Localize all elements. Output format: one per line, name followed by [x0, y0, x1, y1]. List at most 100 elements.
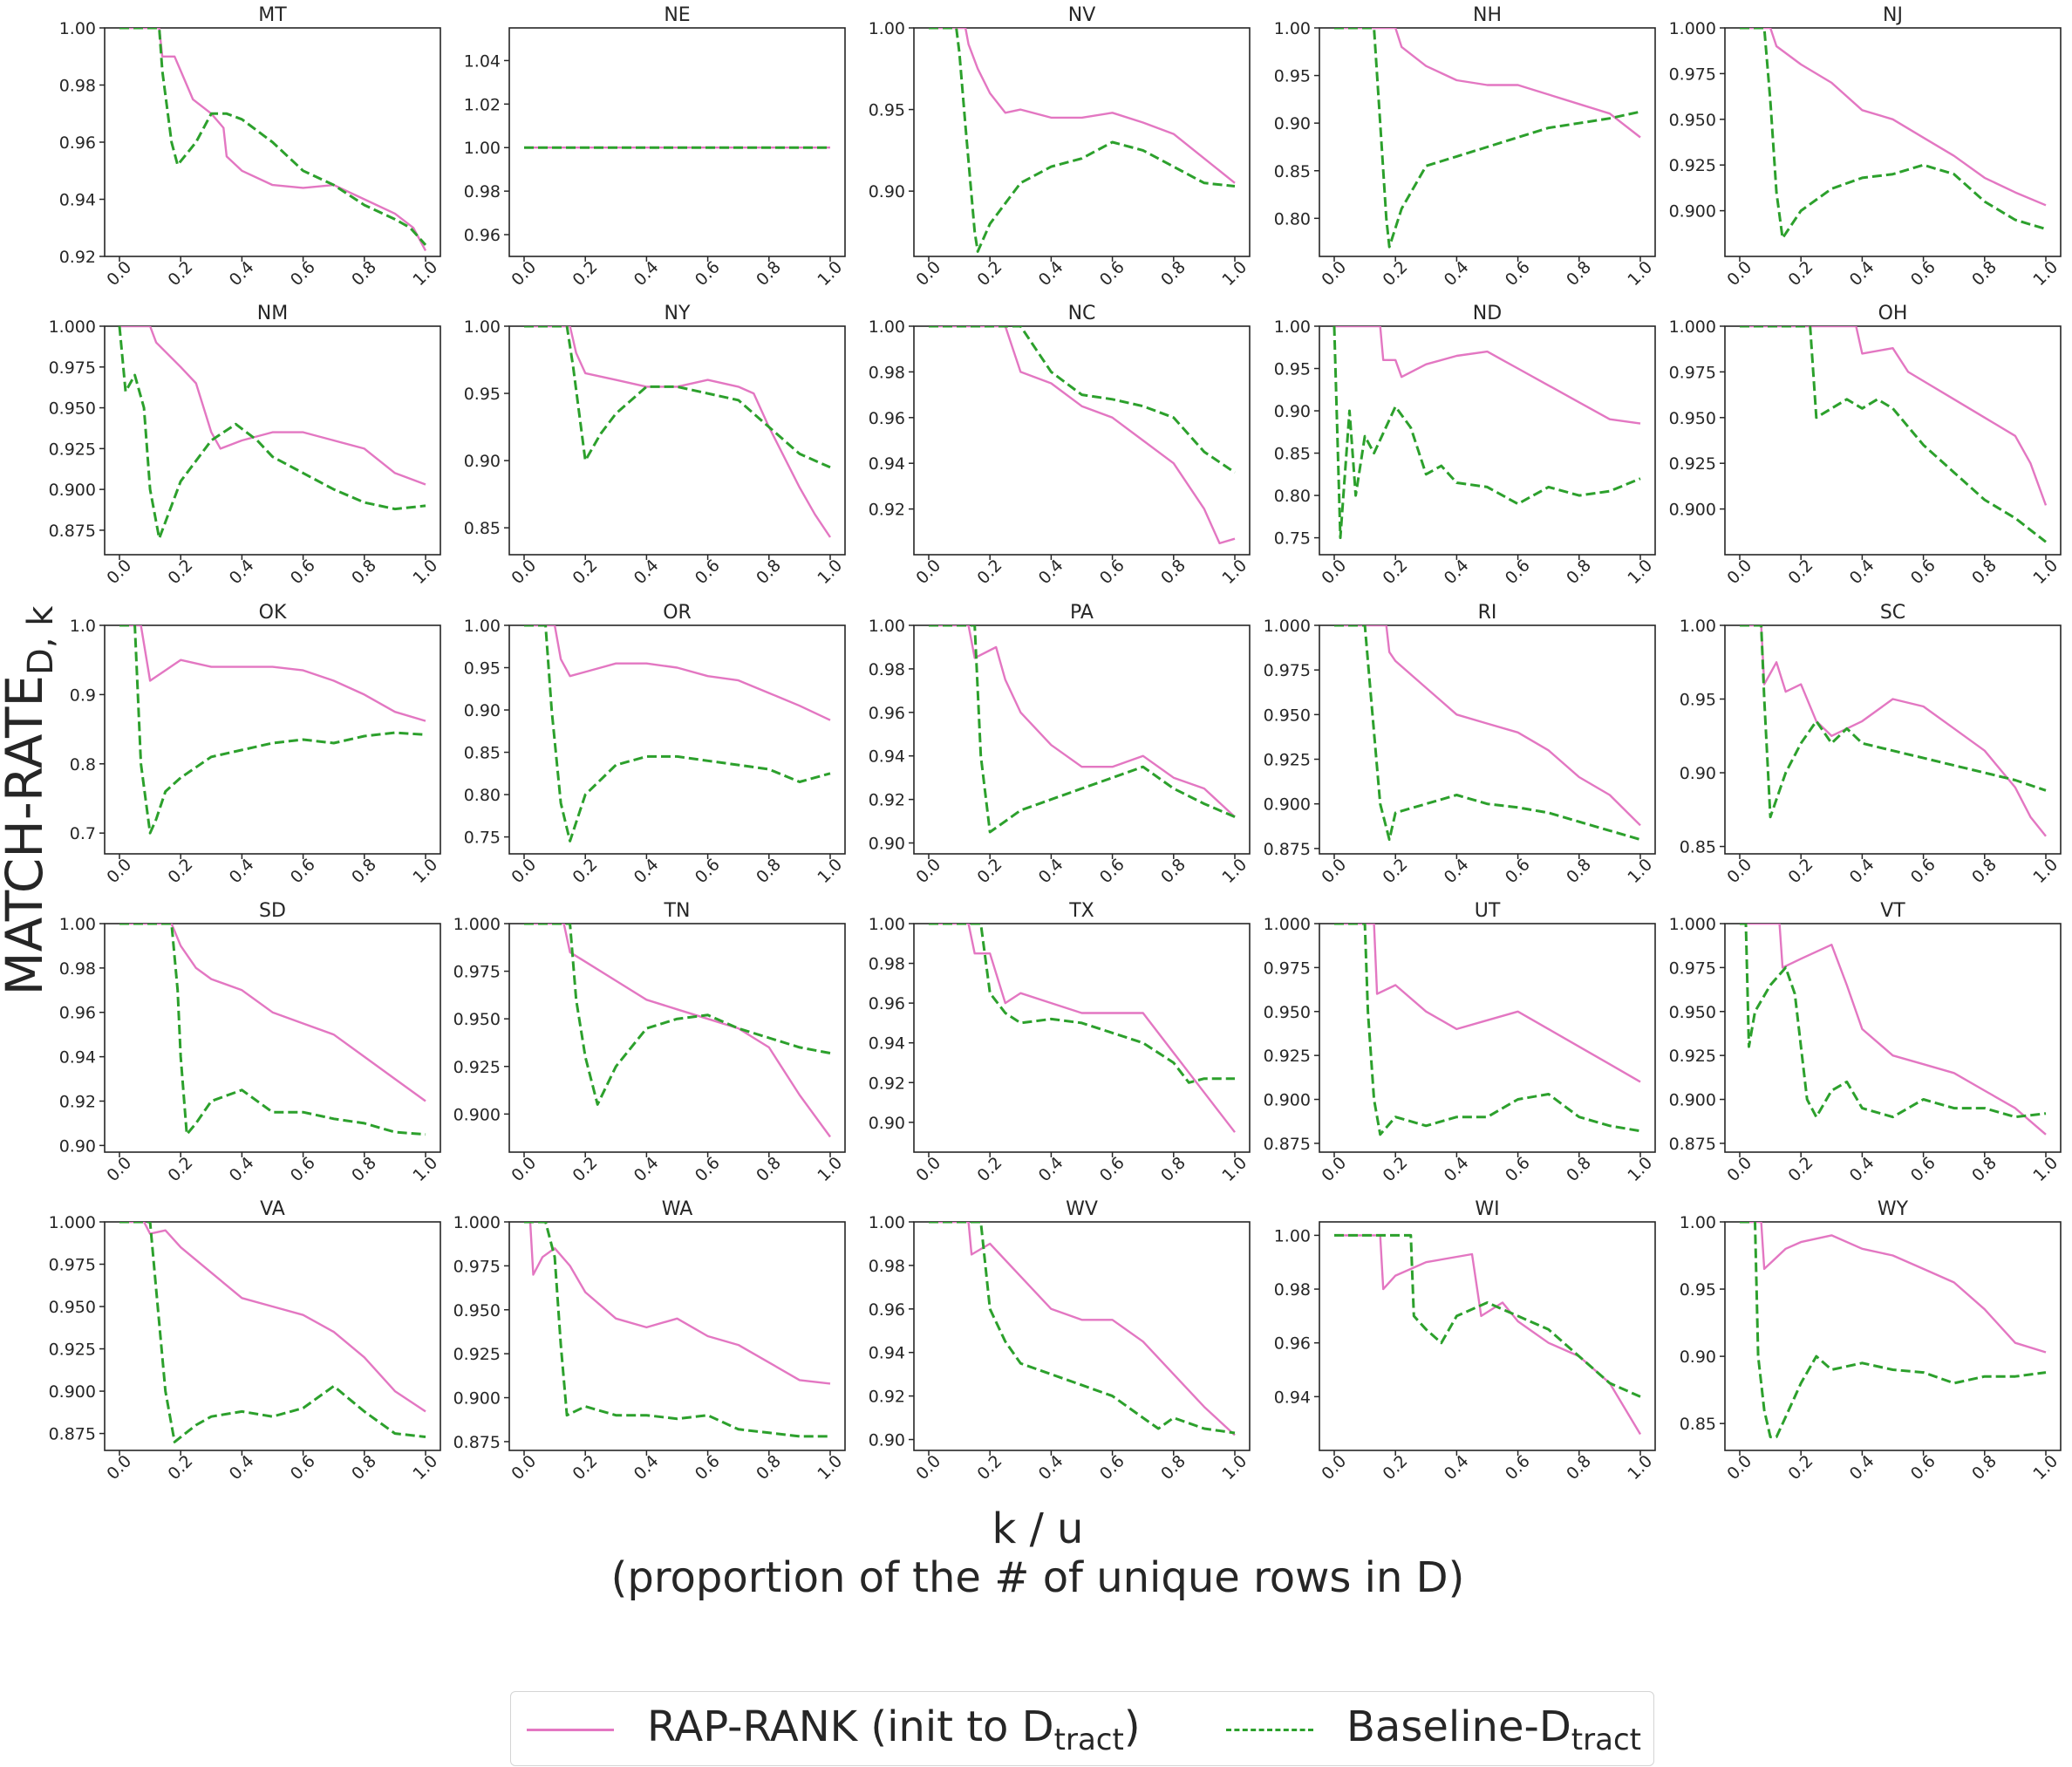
y-tick-label: 0.95: [869, 101, 905, 120]
y-tick-label: 1.000: [453, 915, 501, 934]
x-tick-label: 1.0: [1218, 1153, 1251, 1185]
y-tick-label: 0.8: [70, 755, 96, 774]
y-tick-label: 0.950: [1264, 1003, 1311, 1022]
x-tick-label: 1.0: [2029, 855, 2062, 887]
x-tick-label: 0.0: [508, 1153, 540, 1185]
x-tick-label: 0.2: [569, 257, 601, 290]
panel-title-nj: NJ: [1883, 4, 1903, 26]
x-tick-label: 0.4: [226, 1451, 258, 1484]
x-tick-label: 1.0: [2029, 1153, 2062, 1185]
series-baseline-line-nd: [1332, 326, 1641, 540]
y-tick-label: 0.90: [1274, 402, 1311, 421]
panel-frame-pa: [913, 624, 1251, 855]
y-tick-label: 0.950: [453, 1301, 501, 1320]
x-tick-label: 0.8: [1968, 556, 2000, 588]
panel-frame-tn: [508, 923, 846, 1153]
y-tick-label: 0.7: [70, 824, 96, 843]
x-tick-label: 1.0: [1218, 855, 1251, 887]
x-tick-label: 0.2: [569, 1451, 601, 1484]
y-tick-label: 0.925: [1669, 156, 1716, 175]
x-tick-label: 0.4: [1846, 855, 1878, 887]
panel-frame-sc: [1724, 624, 2062, 855]
panel-ok: OK 0.7 0.8 0.9 1.0 0.0 0.2 0.4 0.6 0.8 1.0: [70, 602, 441, 887]
y-tick-label: 0.96: [869, 994, 905, 1013]
series-rap-rank-line-oh: [1740, 326, 2048, 506]
panel-nd: ND 0.75 0.80 0.85 0.90 0.95 1.00 0.0 0.2 0.4 0.6 0.…: [1274, 303, 1657, 588]
x-tick-label: 0.8: [1157, 556, 1189, 588]
y-tick-label: 1.00: [464, 139, 501, 158]
legend-swatch-baseline: [1226, 1728, 1313, 1731]
y-tick-label: 0.875: [49, 1425, 96, 1444]
x-tick-label: 0.0: [912, 855, 944, 887]
panel-title-va: VA: [260, 1198, 285, 1220]
y-tick-label: 0.96: [59, 1004, 96, 1023]
panel-frame-nh: [1319, 27, 1656, 257]
y-tick-label: 0.925: [453, 1058, 501, 1077]
y-tick-label: 1.00: [464, 317, 501, 337]
x-tick-label: 0.4: [630, 1153, 663, 1185]
y-tick-label: 0.98: [869, 955, 905, 974]
legend-label-rap-rank-suffix: ): [1123, 1702, 1141, 1751]
series-baseline-line-oh: [1740, 326, 2047, 543]
panel-ut: UT 0.875 0.900 0.925 0.950 0.975 1.000 0.0 0.2 0.…: [1264, 900, 1657, 1185]
panel-title-vt: VT: [1880, 900, 1905, 922]
y-tick-label: 0.925: [1264, 1047, 1311, 1066]
series-baseline-line-nc: [929, 326, 1236, 474]
x-tick-label: 0.0: [1723, 556, 1755, 588]
y-tick-label: 0.950: [1669, 1003, 1716, 1022]
panel-frame-wa: [508, 1221, 846, 1451]
x-tick-label: 0.6: [287, 1451, 319, 1484]
x-tick-label: 1.0: [814, 556, 846, 588]
y-tick-label: 0.875: [49, 522, 96, 541]
y-tick-label: 1.000: [1669, 19, 1716, 38]
y-tick-label: 0.90: [464, 701, 501, 720]
legend-label-baseline-prefix: Baseline-D: [1346, 1702, 1571, 1751]
y-tick-label: 0.875: [1264, 1135, 1311, 1154]
y-tick-label: 0.975: [1264, 661, 1311, 680]
x-tick-label: 0.8: [348, 1153, 380, 1185]
y-tick-label: 0.80: [1274, 487, 1311, 506]
x-tick-label: 0.8: [1563, 556, 1595, 588]
panel-title-nm: NM: [257, 303, 288, 324]
y-tick-label: 0.90: [869, 1114, 905, 1133]
panel-frame-ny: [508, 325, 846, 556]
x-tick-label: 0.8: [753, 556, 785, 588]
panel-pa: PA 0.90 0.92 0.94 0.96 0.98 1.00 0.0 0.2 0.4 0.6 0.…: [869, 602, 1251, 887]
y-axis-label: MATCH-RATED, k: [0, 605, 61, 996]
x-tick-label: 0.6: [692, 855, 724, 887]
x-tick-label: 1.0: [814, 1451, 846, 1484]
y-tick-label: 0.98: [869, 660, 905, 679]
x-tick-label: 1.0: [2029, 556, 2062, 588]
panel-title-wv: WV: [1066, 1198, 1098, 1220]
x-tick-label: 0.4: [1035, 1153, 1067, 1185]
y-tick-label: 0.95: [1274, 67, 1311, 86]
x-tick-label: 0.6: [1907, 1451, 1939, 1484]
x-tick-label: 0.4: [630, 855, 663, 887]
series-baseline-line-nj: [1740, 28, 2047, 240]
x-tick-label: 0.8: [753, 855, 785, 887]
panel-frame-ri: [1319, 624, 1656, 855]
panel-nh: NH 0.80 0.85 0.90 0.95 1.00 0.0 0.2 0.4 0.6 0.8 1.0: [1274, 4, 1657, 290]
x-tick-label: 0.6: [1907, 1153, 1939, 1185]
panel-title-nv: NV: [1068, 4, 1096, 26]
series-rap-rank-line-sd: [119, 924, 426, 1102]
x-tick-label: 0.8: [1157, 1451, 1189, 1484]
series-rap-rank-line-wy: [1740, 1222, 2047, 1354]
y-tick-label: 0.900: [453, 1105, 501, 1124]
x-tick-label: 0.8: [1968, 1153, 2000, 1185]
y-tick-label: 0.975: [1264, 959, 1311, 978]
series-rap-rank-line-nh: [1334, 28, 1641, 139]
panel-title-pa: PA: [1070, 602, 1094, 624]
y-tick-label: 1.000: [1264, 915, 1311, 934]
panel-frame-ok: [104, 624, 441, 855]
x-tick-label: 0.4: [226, 855, 258, 887]
y-tick-label: 1.04: [464, 51, 501, 71]
y-tick-label: 0.875: [453, 1433, 501, 1452]
x-tick-label: 0.0: [508, 1451, 540, 1484]
panel-sc: SC 0.85 0.90 0.95 1.00 0.0 0.2 0.4 0.6 0.8 1.0: [1680, 602, 2062, 887]
x-tick-label: 0.0: [1318, 855, 1350, 887]
x-tick-label: 0.0: [1318, 1153, 1350, 1185]
y-tick-label: 1.00: [869, 915, 905, 934]
series-rap-rank-line-nd: [1334, 326, 1641, 425]
x-tick-label: 0.2: [164, 1153, 196, 1185]
